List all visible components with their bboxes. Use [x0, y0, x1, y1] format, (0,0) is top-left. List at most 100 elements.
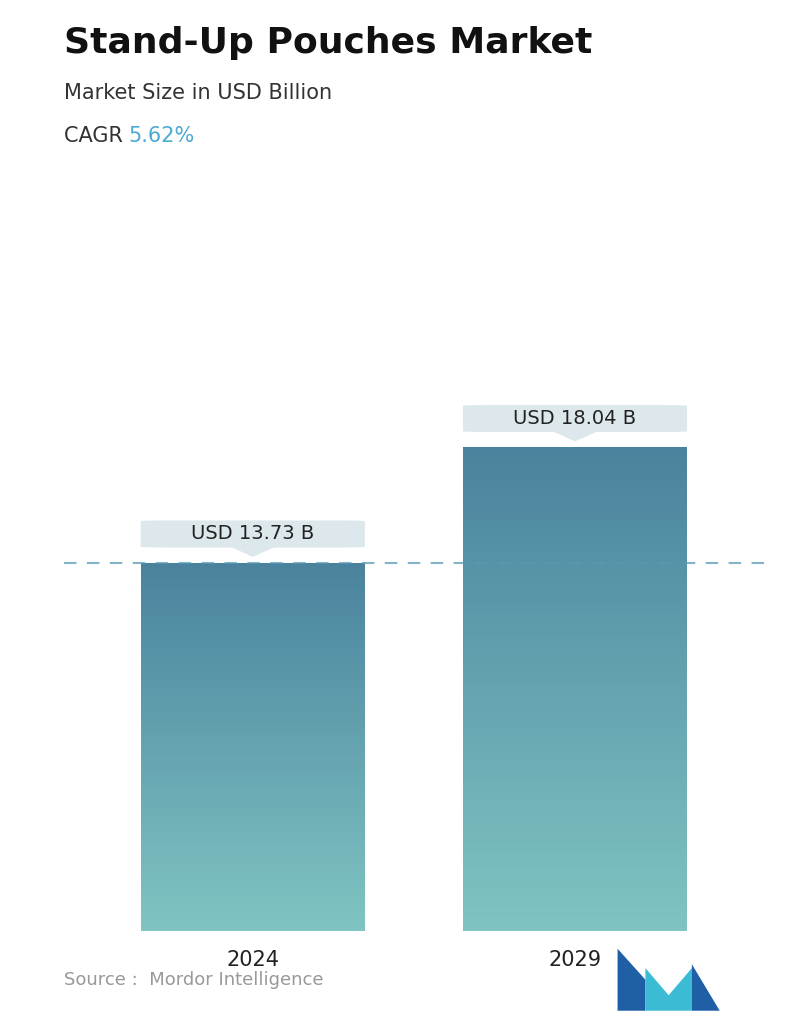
Bar — [463, 580, 687, 581]
Bar — [463, 504, 687, 506]
Bar — [463, 890, 687, 892]
Bar — [463, 649, 687, 650]
Bar — [463, 578, 687, 579]
Bar — [463, 486, 687, 487]
Bar — [463, 628, 687, 629]
Bar — [463, 801, 687, 802]
Bar — [463, 894, 687, 895]
Bar — [463, 755, 687, 757]
Bar — [463, 861, 687, 863]
Bar — [463, 549, 687, 550]
Bar — [463, 694, 687, 695]
Bar — [463, 673, 687, 674]
Text: Source :  Mordor Intelligence: Source : Mordor Intelligence — [64, 971, 323, 990]
Bar — [463, 709, 687, 710]
Bar — [463, 564, 687, 565]
Bar — [463, 753, 687, 754]
Bar — [463, 751, 687, 752]
FancyBboxPatch shape — [463, 405, 687, 432]
Bar — [463, 841, 687, 843]
Bar — [463, 457, 687, 458]
Bar — [463, 876, 687, 878]
Bar — [463, 764, 687, 765]
Bar — [463, 792, 687, 793]
Bar — [463, 875, 687, 876]
Bar — [463, 831, 687, 832]
Bar — [463, 668, 687, 670]
Bar — [463, 757, 687, 758]
Bar — [463, 784, 687, 786]
Bar — [463, 459, 687, 460]
Bar — [463, 922, 687, 923]
Bar — [463, 748, 687, 750]
Bar — [463, 714, 687, 716]
Bar — [463, 633, 687, 635]
Bar — [463, 879, 687, 880]
Bar — [463, 877, 687, 879]
Bar — [463, 858, 687, 859]
Bar — [463, 866, 687, 868]
Bar — [463, 603, 687, 605]
Bar — [463, 868, 687, 869]
Bar — [463, 662, 687, 664]
Bar — [463, 818, 687, 819]
Bar — [463, 701, 687, 702]
Bar — [463, 860, 687, 861]
Bar — [463, 492, 687, 493]
Text: 5.62%: 5.62% — [128, 126, 194, 146]
Bar — [463, 914, 687, 915]
Bar — [463, 800, 687, 801]
Bar — [463, 488, 687, 489]
Bar — [463, 614, 687, 615]
Bar — [463, 900, 687, 901]
Bar — [463, 531, 687, 534]
Bar — [463, 672, 687, 673]
Bar — [463, 608, 687, 609]
Bar — [463, 552, 687, 553]
Bar — [463, 530, 687, 531]
Bar — [463, 686, 687, 687]
Bar — [463, 449, 687, 450]
Bar — [463, 632, 687, 634]
Bar — [463, 883, 687, 885]
Bar — [463, 520, 687, 521]
Bar — [463, 599, 687, 600]
Text: USD 18.04 B: USD 18.04 B — [513, 409, 637, 428]
Bar — [463, 579, 687, 580]
Bar — [463, 713, 687, 714]
Bar — [463, 780, 687, 781]
Bar — [463, 857, 687, 858]
Bar — [463, 657, 687, 658]
Bar — [463, 503, 687, 505]
Bar — [463, 687, 687, 688]
Bar — [463, 737, 687, 738]
Bar — [463, 874, 687, 875]
Bar — [463, 481, 687, 482]
Bar — [463, 616, 687, 617]
Bar — [463, 707, 687, 708]
Polygon shape — [554, 431, 596, 440]
Bar — [463, 926, 687, 929]
Bar — [463, 695, 687, 696]
Bar — [463, 855, 687, 857]
Bar — [463, 474, 687, 475]
Bar — [463, 721, 687, 722]
Bar — [463, 592, 687, 594]
Bar — [463, 525, 687, 527]
Bar — [463, 872, 687, 873]
Bar — [463, 463, 687, 464]
Bar — [463, 482, 687, 484]
Bar — [463, 840, 687, 842]
Bar — [463, 518, 687, 520]
Bar — [463, 744, 687, 746]
Bar — [463, 750, 687, 751]
Bar — [463, 565, 687, 566]
Bar — [463, 550, 687, 551]
Bar — [463, 844, 687, 845]
Bar — [463, 706, 687, 707]
Bar — [463, 539, 687, 541]
Bar — [463, 768, 687, 770]
Bar — [463, 696, 687, 697]
Bar — [463, 571, 687, 572]
Bar — [463, 500, 687, 501]
